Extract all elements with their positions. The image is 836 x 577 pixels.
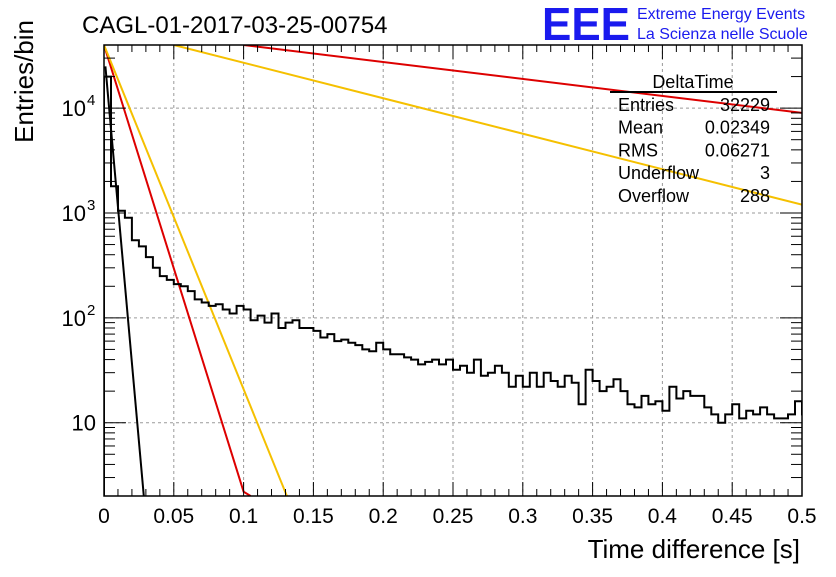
- y-tick-exponent: 2: [87, 302, 95, 319]
- logo-line-2: La Scienza nelle Scuole: [637, 26, 808, 43]
- stats-row-label: RMS: [618, 140, 658, 160]
- x-tick-label: 0.15: [293, 505, 334, 528]
- stats-row-value: 3: [760, 163, 770, 183]
- y-tick-label: 10: [72, 411, 96, 436]
- axes: 0 0.05 0.1 0.15 0.2 0.25 0.3 0.35 0.4 0.45 0.5 10 10…: [62, 44, 817, 528]
- y-tick-label: 10: [62, 201, 86, 226]
- x-tick-label: 0.45: [712, 505, 753, 528]
- y-tick-exponent: 4: [87, 92, 95, 109]
- y-tick-exponent: 3: [87, 197, 95, 214]
- x-tick-label: 0.4: [648, 505, 678, 528]
- fit-curve-5: [243, 45, 802, 114]
- logo-line-1: Extreme Energy Events: [637, 6, 805, 23]
- x-tick-label: 0.3: [508, 505, 537, 528]
- y-tick-label: 10: [62, 306, 86, 331]
- stats-box: DeltaTime Entries 32229 Mean 0.02349 RMS 0.06…: [610, 72, 777, 206]
- x-tick-label: 0.2: [369, 505, 398, 528]
- histogram-step-line: [104, 75, 802, 496]
- grid: [104, 45, 802, 496]
- y-axis-label: Entries/bin: [9, 20, 39, 143]
- histogram-series: [104, 75, 802, 496]
- x-tick-label: 0.5: [787, 505, 816, 528]
- x-tick-label: 0.25: [433, 505, 474, 528]
- stats-row-label: Overflow: [618, 186, 690, 206]
- x-axis-label: Time difference [s]: [588, 534, 800, 564]
- x-tick-label: 0.05: [153, 505, 194, 528]
- stats-box-title: DeltaTime: [652, 72, 733, 92]
- x-tick-label: 0.1: [229, 505, 258, 528]
- stats-row-label: Entries: [618, 95, 674, 115]
- run-title: CAGL-01-2017-03-25-00754: [82, 12, 388, 39]
- stats-row-label: Underflow: [618, 163, 700, 183]
- fit-curve-3: [104, 45, 288, 496]
- eee-logo-letters: EEE: [542, 0, 630, 50]
- stats-row-value: 0.06271: [705, 140, 770, 160]
- stats-row-value: 32229: [720, 95, 770, 115]
- x-tick-label: 0: [98, 505, 110, 528]
- fit-curves: [104, 45, 802, 496]
- stats-row-value: 288: [740, 186, 770, 206]
- stats-row-value: 0.02349: [705, 118, 770, 138]
- y-tick-label: 10: [62, 96, 86, 121]
- stats-row-label: Mean: [618, 118, 663, 138]
- x-tick-label: 0.35: [572, 505, 613, 528]
- fit-curve-4: [173, 45, 802, 206]
